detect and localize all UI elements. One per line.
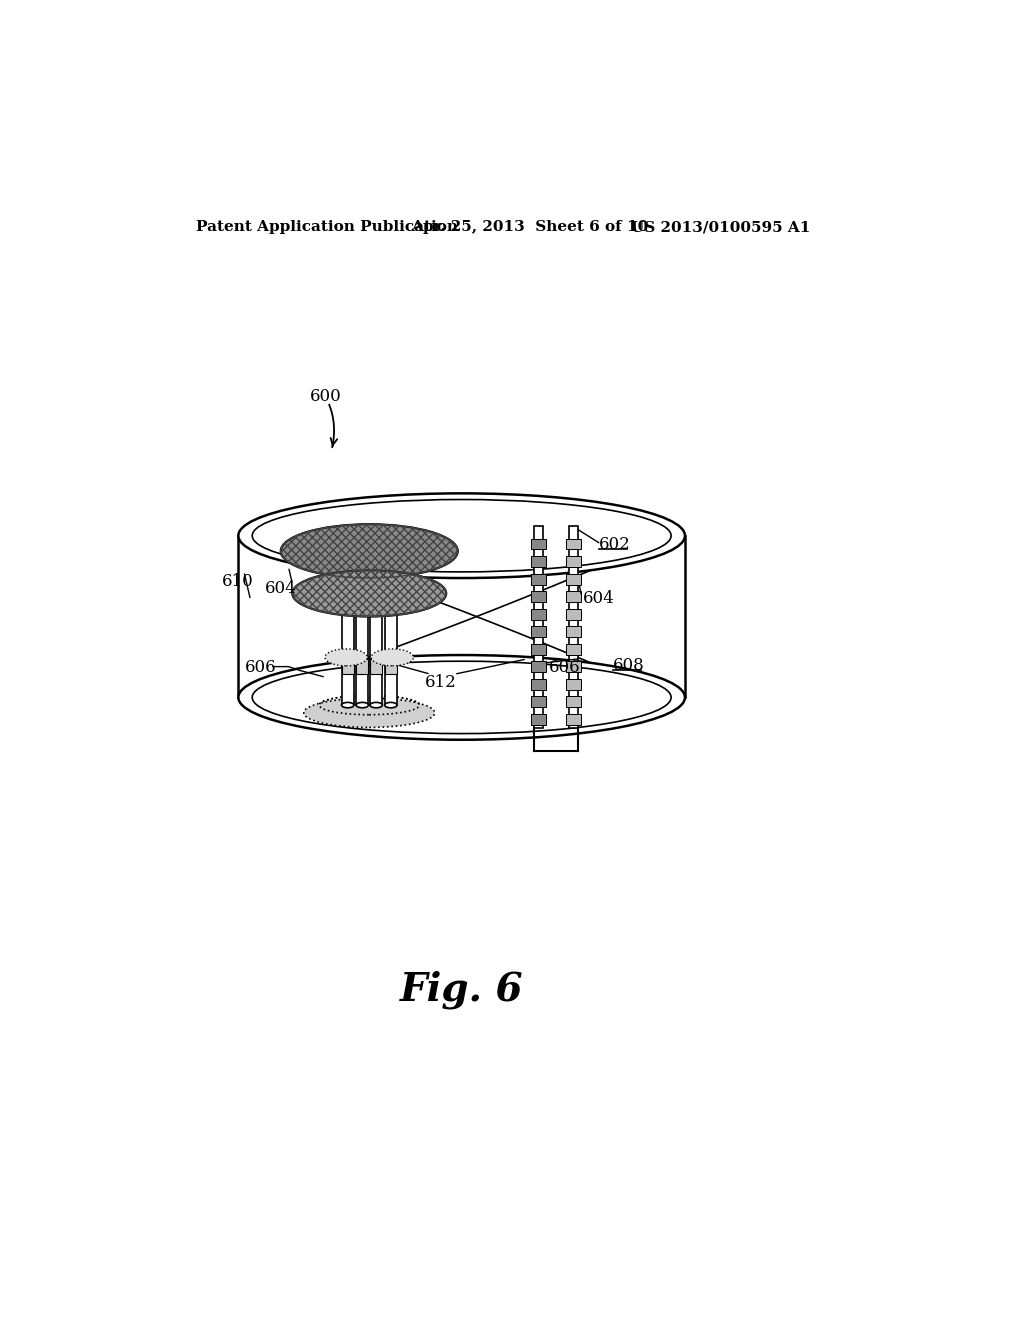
Ellipse shape <box>385 702 397 708</box>
Bar <box>531 661 547 672</box>
Bar <box>385 659 397 675</box>
Bar <box>531 609 547 619</box>
Text: 612: 612 <box>425 675 457 692</box>
Ellipse shape <box>370 548 382 554</box>
Ellipse shape <box>356 548 369 554</box>
Ellipse shape <box>342 548 354 554</box>
Ellipse shape <box>304 698 435 727</box>
Text: Patent Application Publication: Patent Application Publication <box>196 220 458 234</box>
Bar <box>370 552 382 705</box>
Text: Fig. 6: Fig. 6 <box>400 970 523 1010</box>
Text: 610: 610 <box>221 573 253 590</box>
Bar <box>342 659 354 675</box>
Bar <box>568 527 578 729</box>
Bar <box>531 539 547 549</box>
Ellipse shape <box>319 696 419 714</box>
Bar <box>565 591 581 602</box>
Ellipse shape <box>385 548 397 554</box>
Text: 608: 608 <box>612 657 644 675</box>
Ellipse shape <box>371 649 414 665</box>
Bar <box>565 661 581 672</box>
Text: 606: 606 <box>549 659 581 676</box>
Text: 600: 600 <box>310 388 342 405</box>
Bar <box>531 644 547 655</box>
Bar <box>565 609 581 619</box>
Text: 604: 604 <box>264 581 296 598</box>
Ellipse shape <box>281 524 458 578</box>
Bar <box>356 659 369 675</box>
Bar <box>531 556 547 568</box>
Bar <box>565 626 581 638</box>
Text: 606: 606 <box>245 659 276 676</box>
Bar <box>531 697 547 708</box>
Ellipse shape <box>325 649 368 665</box>
Text: US 2013/0100595 A1: US 2013/0100595 A1 <box>631 220 810 234</box>
Bar <box>356 552 369 705</box>
Bar <box>342 552 354 705</box>
Bar <box>565 644 581 655</box>
Bar <box>531 591 547 602</box>
Ellipse shape <box>356 702 369 708</box>
Bar <box>531 626 547 638</box>
Bar <box>565 539 581 549</box>
Bar <box>531 574 547 585</box>
Ellipse shape <box>370 702 382 708</box>
Text: Apr. 25, 2013  Sheet 6 of 10: Apr. 25, 2013 Sheet 6 of 10 <box>412 220 649 234</box>
Ellipse shape <box>292 570 446 616</box>
Bar <box>531 678 547 690</box>
Bar <box>239 536 685 697</box>
Ellipse shape <box>239 655 685 739</box>
Bar <box>565 678 581 690</box>
Bar <box>535 527 544 729</box>
Text: 604: 604 <box>584 590 615 607</box>
Bar <box>565 556 581 568</box>
Bar <box>385 552 397 705</box>
Ellipse shape <box>239 494 685 578</box>
Ellipse shape <box>342 702 354 708</box>
Bar <box>565 714 581 725</box>
Bar <box>370 659 382 675</box>
Bar <box>565 574 581 585</box>
Bar <box>565 697 581 708</box>
Text: 602: 602 <box>599 536 631 553</box>
Bar <box>531 714 547 725</box>
